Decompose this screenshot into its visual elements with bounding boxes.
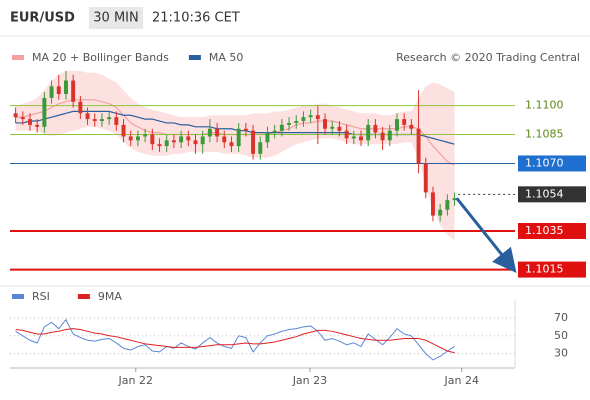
interval-box [89,7,143,29]
legend-label: MA 20 + Bollinger Bands [32,51,169,64]
level-label: 1.1085 [525,128,564,141]
candle-body [114,117,119,125]
legend-swatch [12,294,24,299]
level-label: 1.1100 [525,99,564,112]
level-box [518,186,586,203]
y-tick-label: 70 [554,311,568,324]
credit: Research © 2020 Trading Central [396,51,580,64]
candle-body [42,97,47,127]
candle-body [128,136,133,141]
candle-body [121,124,126,137]
level-label: 1.1015 [525,263,564,276]
candle-body [243,128,248,131]
candle-body [395,119,399,131]
x-tick-label: Jan 23 [292,374,327,387]
candle-body [359,136,363,141]
y-tick-label: 30 [554,347,568,360]
candle-body [387,130,392,141]
level-box [518,155,586,172]
candle-body [251,130,256,154]
candle-body [323,119,328,129]
candle-body [373,124,378,133]
candle-body [445,200,450,210]
candle-body [49,86,54,98]
candle-body [222,136,227,143]
legend-swatch [77,294,90,299]
candle-body [193,140,198,145]
candle-body [135,136,140,141]
candle-body [344,130,349,139]
level-label: 1.1035 [525,224,564,237]
level-box [518,261,586,278]
candle-body [229,142,234,147]
series-line [15,328,455,354]
candle-body [92,119,97,122]
candle-body [13,113,18,118]
candle-body [294,121,299,123]
y-tick-label: 50 [554,329,568,342]
candle-body [28,119,32,125]
time: 21:10:36 CET [152,11,240,26]
legend-label: 9MA [98,290,122,303]
forecast-arrow [455,197,517,273]
candle-body [301,117,306,122]
candle-body [71,80,76,102]
candle-body [409,124,414,129]
legend-label: MA 50 [209,51,244,64]
series-line [15,318,455,361]
symbol: EUR/USD [10,11,75,26]
candle-body [366,124,371,141]
candle-body [200,136,205,145]
candle-body [99,119,104,122]
legend-label: RSI [32,290,50,303]
candle-body [416,128,421,164]
interval: 30 MIN [93,11,138,26]
x-tick-label: Jan 24 [444,374,479,387]
candle-body [337,126,342,131]
candle-body [258,142,263,154]
level-label: 1.1070 [525,156,564,169]
legend-swatch [12,55,24,60]
candle-body [63,80,68,95]
candle-body [35,124,40,127]
candle-body [20,117,25,120]
candle-body [272,130,277,133]
candle-body [430,192,435,216]
candle-body [107,117,112,120]
candle-body [438,209,443,216]
candle-body [186,136,191,141]
candle-body [265,132,270,143]
candle-body [236,128,241,147]
candle-body [179,136,184,143]
bollinger-band [15,70,455,241]
candle-body [150,134,155,145]
candle-body [287,122,292,125]
candle-body [279,124,284,131]
candle-body [171,140,176,143]
candle-body [351,136,356,139]
candle-body [215,128,220,137]
candle-body [423,163,428,193]
x-tick-label: Jan 22 [118,374,153,387]
candle-body [452,198,457,201]
candle-body [402,119,407,125]
candle-body [143,134,148,137]
candle-body [56,86,61,95]
candle-body [85,113,90,120]
candle-body [330,126,335,129]
legend-swatch [188,55,201,60]
candle-body [78,101,83,114]
candle-body [164,140,169,147]
level-box [518,222,586,239]
candle-body [207,128,212,137]
candle-body [308,115,313,118]
candle-body [157,144,162,147]
candle-body [380,132,385,141]
level-label: 1.1054 [525,187,564,200]
candle-body [315,115,320,120]
